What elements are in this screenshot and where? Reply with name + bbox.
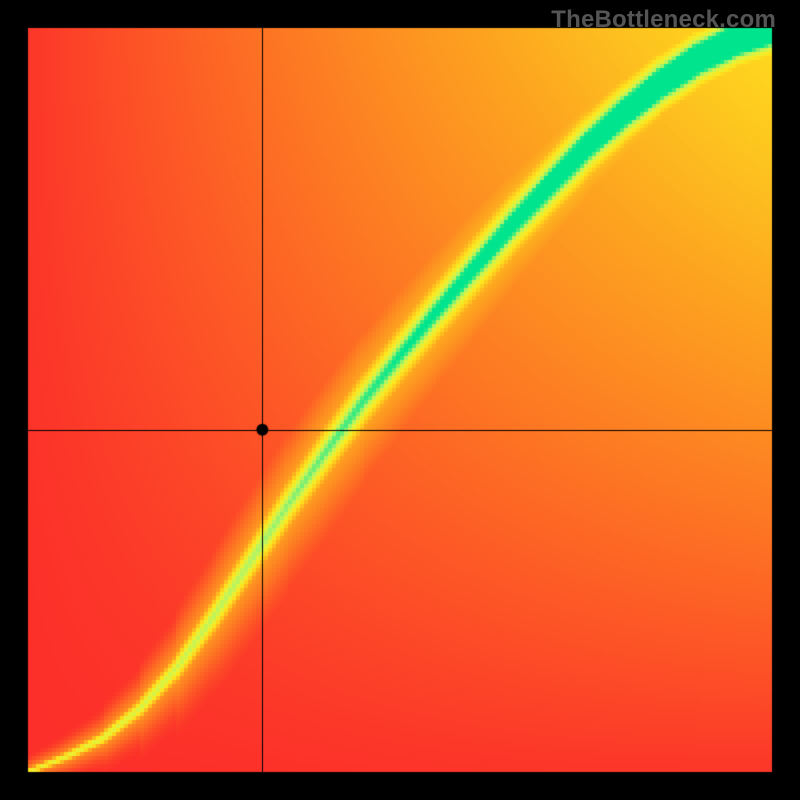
watermark-text: TheBottleneck.com bbox=[551, 6, 776, 34]
